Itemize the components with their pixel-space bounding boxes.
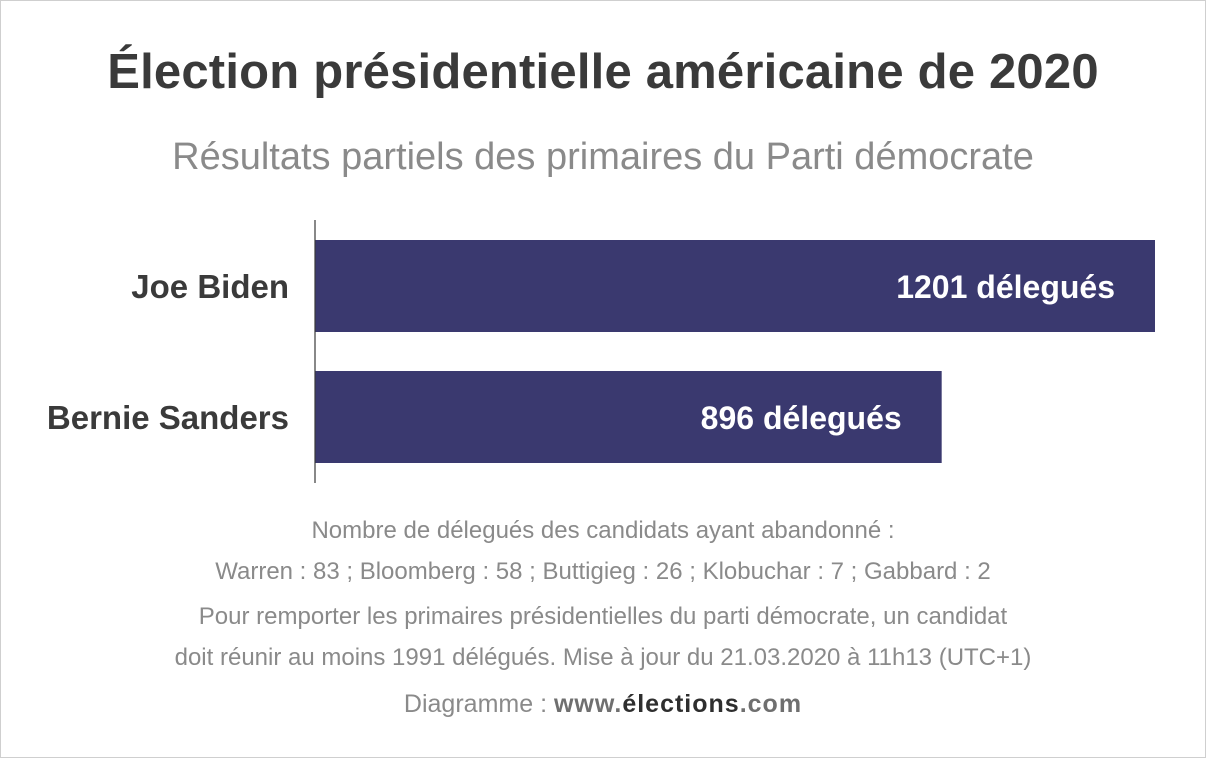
bar-0 <box>315 240 1155 332</box>
note-threshold-line1: Pour remporter les primaires présidentie… <box>198 603 1008 630</box>
chart-credit: Diagramme : www.élections.com <box>0 690 1206 719</box>
category-label-0: Joe Biden <box>131 268 289 305</box>
chart-notes: Nombre de délegués des candidats ayant a… <box>0 510 1206 678</box>
credit-site: www.élections.com <box>554 690 802 718</box>
bar-chart: Joe Biden 1201 délegués Bernie Sanders 896 … <box>47 220 1155 483</box>
credit-site-suffix: .com <box>739 690 803 718</box>
data-label-1: 896 délegués <box>701 400 902 436</box>
note-withdrawn-list: Warren : 83 ; Bloomberg : 58 ; Buttigieg… <box>215 558 991 585</box>
credit-site-name: élections <box>622 690 740 718</box>
note-withdrawn-heading: Nombre de délegués des candidats ayant a… <box>311 517 895 544</box>
bar-1 <box>315 371 942 463</box>
data-label-0: 1201 délegués <box>896 269 1115 305</box>
category-label-1: Bernie Sanders <box>47 399 289 436</box>
note-threshold-line2: doit réunir au moins 1991 délégués. Mise… <box>174 644 1032 671</box>
chart-title: Élection présidentielle américaine de 20… <box>107 45 1099 99</box>
credit-label: Diagramme : <box>403 690 548 718</box>
chart-subtitle: Résultats partiels des primaires du Part… <box>172 136 1034 178</box>
credit-site-prefix: www. <box>553 690 623 718</box>
